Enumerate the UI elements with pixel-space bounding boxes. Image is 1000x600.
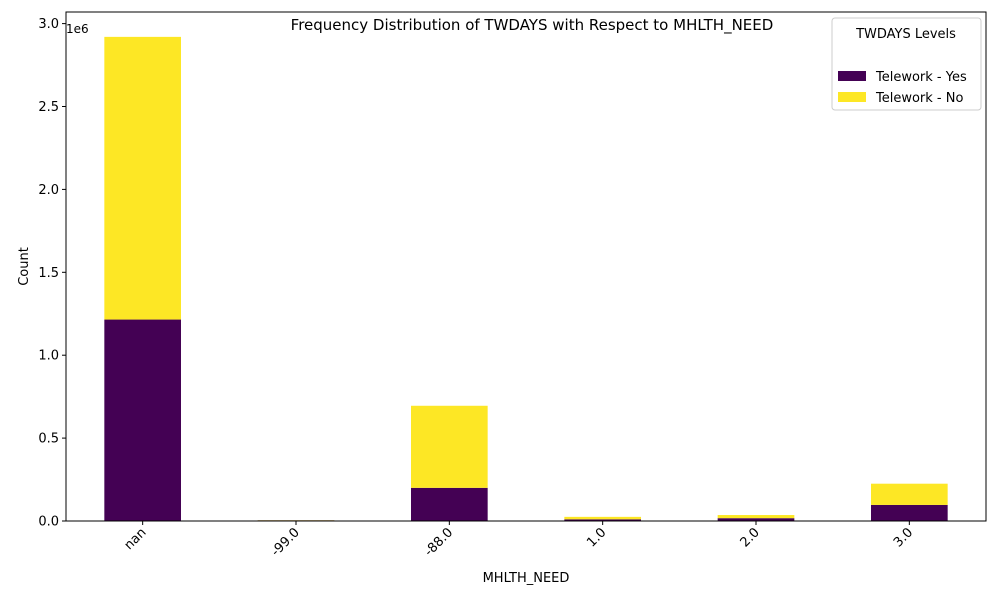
legend-label-no: Telework - No bbox=[875, 91, 963, 106]
bar-telework-yes-2 bbox=[411, 487, 488, 521]
x-tick-label: 2.0 bbox=[738, 525, 763, 550]
bar-telework-no-3 bbox=[564, 516, 641, 520]
y-tick-label: 2.0 bbox=[38, 183, 59, 198]
bar-telework-yes-3 bbox=[564, 519, 641, 521]
y-tick-label: 3.0 bbox=[38, 17, 59, 32]
x-axis: nan -99.0 -88.0 1.0 2.0 3.0 bbox=[122, 521, 916, 560]
x-tick-label: 3.0 bbox=[891, 525, 916, 550]
y-tick-label: 1.5 bbox=[38, 266, 59, 281]
legend-label-yes: Telework - Yes bbox=[875, 70, 967, 85]
plot-frame bbox=[65, 11, 987, 522]
legend: TWDAYS Levels Telework - Yes Telework - … bbox=[831, 17, 982, 111]
bar-telework-yes-0 bbox=[104, 319, 181, 521]
x-tick-label: nan bbox=[122, 525, 150, 553]
x-axis-label: MHLTH_NEED bbox=[483, 571, 570, 586]
legend-swatch-no bbox=[838, 92, 866, 102]
x-tick-label: 1.0 bbox=[584, 525, 609, 550]
bar-telework-yes-4 bbox=[717, 518, 795, 521]
legend-frame bbox=[831, 17, 982, 111]
bar-telework-yes-5 bbox=[871, 504, 948, 521]
x-tick-label: -88.0 bbox=[422, 525, 456, 559]
bar-telework-no-0 bbox=[104, 36, 181, 320]
legend-title: TWDAYS Levels bbox=[855, 27, 956, 42]
y-tick-label: 0.0 bbox=[38, 515, 59, 530]
chart-title: Frequency Distribution of TWDAYS with Re… bbox=[291, 16, 774, 35]
y-axis-label: Count bbox=[17, 247, 32, 286]
bar-telework-no-4 bbox=[717, 515, 795, 519]
bars-group bbox=[104, 36, 948, 521]
x-tick-label: -99.0 bbox=[268, 525, 302, 559]
bar-telework-no-2 bbox=[411, 405, 488, 488]
bar-telework-no-5 bbox=[871, 483, 948, 505]
legend-swatch-yes bbox=[838, 71, 866, 81]
y-tick-label: 1.0 bbox=[38, 349, 59, 364]
y-axis: 0.0 0.5 1.0 1.5 2.0 2.5 3.0 bbox=[38, 17, 66, 530]
y-tick-label: 0.5 bbox=[38, 432, 59, 447]
y-tick-label: 2.5 bbox=[38, 100, 59, 115]
y-offset-label: 1e6 bbox=[66, 22, 89, 36]
